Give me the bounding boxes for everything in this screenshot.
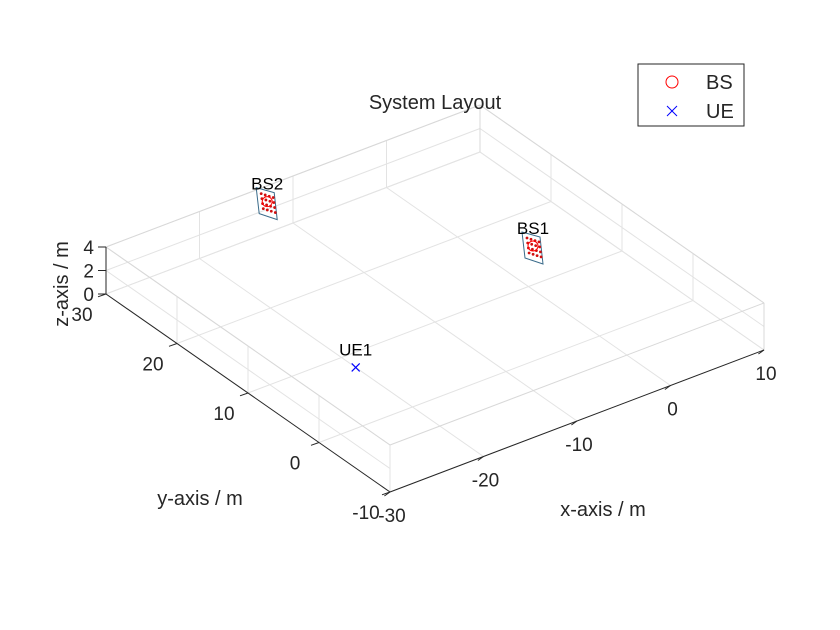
- bs-marker: [527, 240, 539, 252]
- box-edge: [105, 104, 481, 248]
- antenna-element: [273, 211, 277, 214]
- y-tick-label: 10: [213, 404, 234, 425]
- back-wall-gridline-z: [105, 128, 481, 271]
- legend: BS UE: [637, 63, 745, 127]
- x-tick-label: 0: [667, 400, 678, 421]
- legend-label: BS: [706, 72, 733, 94]
- box-edge: [105, 246, 391, 446]
- antenna-element: [259, 192, 263, 196]
- right-wall-gridline-z: [479, 151, 765, 351]
- side-wall-gridline-z: [105, 270, 391, 469]
- x-tick-label: -10: [565, 435, 592, 456]
- box-edge: [389, 302, 765, 446]
- antenna-element: [271, 196, 275, 199]
- antenna-element: [273, 206, 276, 209]
- x-tick-mark: [477, 456, 484, 461]
- antenna-element: [535, 254, 539, 257]
- x-tick-mark: [571, 420, 578, 426]
- antenna-array-frame: [521, 231, 544, 265]
- y-axis-label: y-axis / m: [157, 488, 243, 510]
- legend-bs-symbol: [665, 75, 679, 89]
- ue-marker-stroke: [351, 362, 361, 372]
- antenna-element: [268, 199, 272, 203]
- point-label: UE1: [339, 340, 372, 359]
- antenna-element: [539, 250, 542, 254]
- z-tick-label: 2: [83, 262, 94, 283]
- antenna-element: [538, 245, 542, 249]
- floor-gridline-y: [247, 250, 623, 394]
- antenna-element: [263, 193, 267, 197]
- antenna-element: [264, 198, 268, 202]
- x-tick-label: -20: [472, 471, 499, 492]
- antenna-element: [265, 203, 268, 207]
- x-tick-mark: [664, 385, 671, 390]
- y-tick-label: -10: [352, 503, 379, 524]
- y-tick-label: 20: [142, 355, 163, 376]
- bs-marker: [261, 196, 273, 208]
- antenna-element: [265, 208, 269, 212]
- y-tick-mark: [310, 442, 320, 446]
- antenna-element: [534, 244, 538, 248]
- x-tick-label: -30: [378, 506, 405, 527]
- antenna-element: [537, 240, 541, 244]
- antenna-element: [539, 255, 543, 259]
- antenna-element: [531, 252, 535, 256]
- antenna-element: [269, 209, 273, 213]
- y-tick-mark: [168, 343, 178, 347]
- antenna-element: [531, 247, 534, 251]
- y-tick-label: 30: [71, 305, 92, 326]
- point-label: BS2: [251, 175, 283, 194]
- antenna-element: [272, 201, 276, 204]
- axis-lines: [97, 246, 765, 497]
- axes-box: [105, 104, 765, 446]
- x-tick-mark: [758, 349, 765, 355]
- z-tick-label: 4: [83, 238, 94, 259]
- legend-label: UE: [706, 101, 734, 123]
- z-tick-label: 0: [83, 285, 94, 306]
- floor-gridline-y: [318, 300, 694, 443]
- y-tick-mark: [239, 392, 249, 397]
- antenna-element: [530, 242, 534, 246]
- grid-layer: [105, 104, 765, 493]
- antenna-element: [261, 207, 265, 211]
- x-axis-label: x-axis / m: [560, 499, 646, 521]
- right-wall-gridline-z: [479, 128, 765, 327]
- antenna-element: [525, 236, 529, 240]
- legend-ue-symbol: [666, 105, 678, 117]
- antenna-array-glyph: [521, 231, 544, 265]
- y-tick-label: 0: [290, 454, 301, 475]
- antenna-element: [527, 251, 531, 255]
- chart-title: System Layout: [369, 92, 502, 114]
- data-points: BS1 BS2 UE1: [251, 175, 549, 372]
- z-axis-label: z-axis / m: [51, 241, 73, 327]
- back-wall-gridline-z: [105, 151, 481, 295]
- y-tick-mark: [381, 491, 391, 496]
- antenna-element: [529, 237, 533, 241]
- box-edge: [479, 104, 765, 304]
- antenna-arrays: [255, 186, 544, 265]
- x-tick-label: 10: [755, 364, 776, 385]
- floor-gridline-y: [176, 201, 552, 344]
- antenna-array-frame: [255, 186, 278, 221]
- point-label: BS1: [517, 219, 549, 238]
- ue-marker: [351, 362, 361, 372]
